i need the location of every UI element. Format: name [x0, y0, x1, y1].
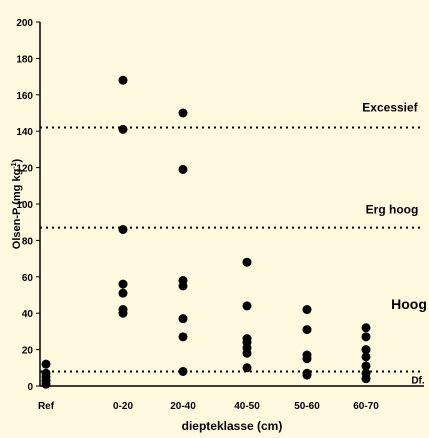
- y-tick-label: 40: [22, 309, 34, 320]
- data-point: [118, 308, 128, 318]
- y-tick-label: 80: [22, 236, 34, 247]
- threshold-lines: Excessief Erg hoog Df. Hoog: [40, 101, 427, 386]
- data-point: [361, 361, 371, 371]
- data-points: [41, 75, 371, 389]
- threshold-label: Excessief: [362, 101, 418, 115]
- data-point: [118, 75, 128, 85]
- data-point: [302, 354, 312, 364]
- data-point: [242, 257, 252, 267]
- x-ticks: Ref 0-20 20-40 40-50 50-60 60-70: [38, 401, 379, 412]
- data-point: [41, 359, 51, 369]
- y-tick-label: 140: [16, 127, 33, 138]
- x-tick-label: 0-20: [113, 401, 133, 412]
- data-point: [302, 325, 312, 335]
- y-tick-label: 20: [22, 346, 34, 357]
- y-ticks: 0 20 40 60 80 100 120 140 160 180 200: [16, 18, 40, 393]
- data-point: [242, 348, 252, 358]
- x-tick-label: Ref: [38, 401, 55, 412]
- x-tick-label: 60-70: [353, 401, 379, 412]
- data-point: [178, 108, 188, 118]
- data-point: [41, 368, 51, 378]
- x-tick-label: 20-40: [170, 401, 196, 412]
- y-tick-label: 0: [27, 382, 33, 393]
- x-tick-label: 40-50: [234, 401, 260, 412]
- threshold-label: Df.: [411, 375, 425, 386]
- data-point: [361, 332, 371, 342]
- data-point: [302, 305, 312, 315]
- y-tick-label: 100: [16, 200, 33, 211]
- data-point: [361, 352, 371, 362]
- y-tick-label: 180: [16, 54, 33, 65]
- x-axis-label: diepteklasse (cm): [182, 419, 283, 433]
- threshold-label: Erg hoog: [366, 203, 419, 217]
- y-tick-label: 120: [16, 164, 33, 175]
- data-point: [302, 370, 312, 380]
- data-point: [242, 301, 252, 311]
- zone-label: Hoog: [391, 296, 427, 312]
- data-point: [178, 332, 188, 342]
- data-point: [118, 288, 128, 298]
- y-tick-label: 60: [22, 273, 34, 284]
- data-point: [361, 323, 371, 333]
- data-point: [118, 124, 128, 134]
- data-point: [178, 314, 188, 324]
- data-point: [242, 363, 252, 373]
- data-point: [118, 279, 128, 289]
- data-point: [178, 281, 188, 291]
- x-tick-label: 50-60: [294, 401, 320, 412]
- data-point: [178, 366, 188, 376]
- y-tick-label: 160: [16, 91, 33, 102]
- y-tick-label: 200: [16, 18, 33, 29]
- data-point: [118, 224, 128, 234]
- data-point: [361, 374, 371, 384]
- data-point: [361, 345, 371, 355]
- data-point: [178, 164, 188, 174]
- y-axis-label: Olsen-P (mg kg-1): [11, 158, 23, 249]
